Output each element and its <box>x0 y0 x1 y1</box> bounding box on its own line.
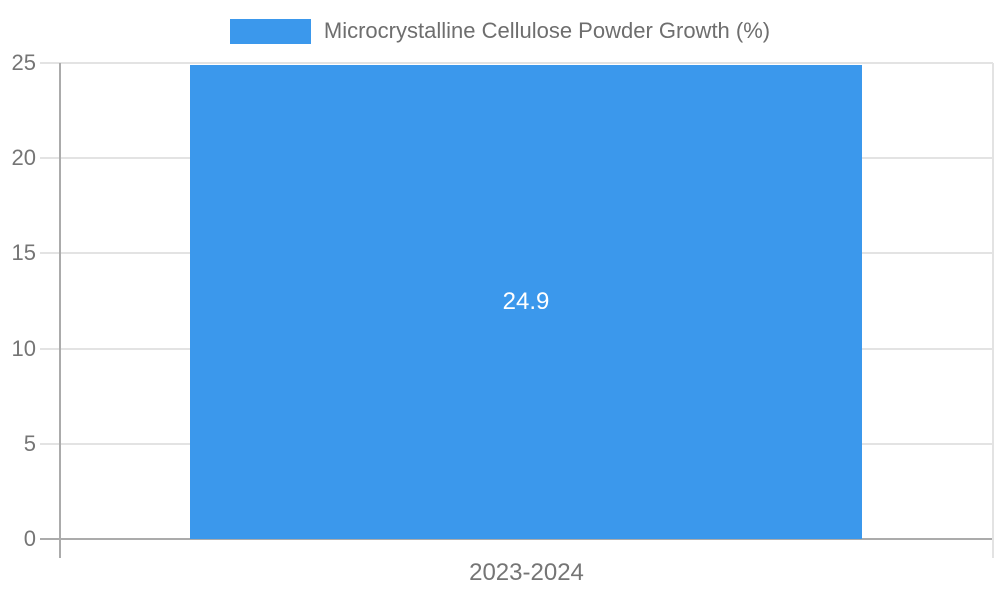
legend-item[interactable]: Microcrystalline Cellulose Powder Growth… <box>229 18 771 44</box>
bar[interactable]: 24.9 <box>190 64 862 539</box>
gridline <box>40 62 993 64</box>
legend-label: Microcrystalline Cellulose Powder Growth… <box>323 18 771 43</box>
legend-swatch <box>229 18 311 44</box>
y-axis: 25 20 15 10 5 0 <box>0 52 36 550</box>
y-tick-label: 25 <box>11 50 36 75</box>
y-axis-line <box>59 63 61 558</box>
y-tick-label: 0 <box>23 526 36 551</box>
x-category-label: 2023-2024 <box>469 559 584 586</box>
plot-area: 24.9 <box>60 63 993 539</box>
legend: Microcrystalline Cellulose Powder Growth… <box>0 18 1000 44</box>
y-tick-label: 10 <box>11 335 36 361</box>
plot-right-border <box>992 63 994 558</box>
y-tick-label: 5 <box>23 430 36 456</box>
y-tick-label: 15 <box>11 240 36 266</box>
bar-value-label: 24.9 <box>502 287 550 315</box>
x-axis-baseline <box>40 538 993 540</box>
y-tick-label: 20 <box>11 145 36 171</box>
